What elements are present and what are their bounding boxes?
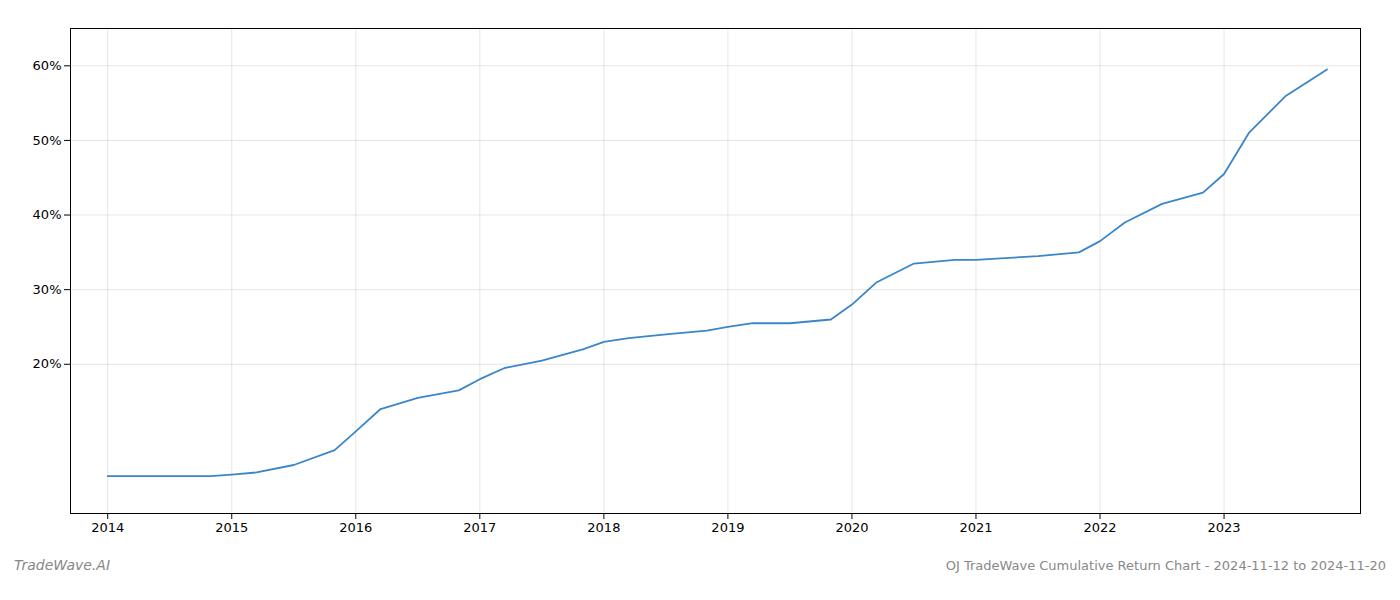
svg-text:2023: 2023	[1208, 520, 1241, 535]
html-text:TradeWave.AI: TradeWave.AI	[14, 557, 110, 573]
svg-text:2021: 2021	[959, 520, 992, 535]
svg-text:2015: 2015	[215, 520, 248, 535]
html-text:OJ TradeWave Cumulative Return: OJ TradeWave Cumulative Return Chart - 2…	[945, 558, 1386, 573]
svg-text:60%: 60%	[33, 58, 62, 73]
svg-text:2019: 2019	[711, 520, 744, 535]
svg-text:50%: 50%	[33, 133, 62, 148]
svg-text:20%: 20%	[33, 356, 62, 371]
svg-text:40%: 40%	[33, 207, 62, 222]
svg-text:2016: 2016	[339, 520, 372, 535]
svg-text:2017: 2017	[463, 520, 496, 535]
svg-text:2022: 2022	[1083, 520, 1116, 535]
svg-text:2020: 2020	[835, 520, 868, 535]
svg-text:2014: 2014	[91, 520, 124, 535]
svg-text:30%: 30%	[33, 282, 62, 297]
svg-text:2018: 2018	[587, 520, 620, 535]
